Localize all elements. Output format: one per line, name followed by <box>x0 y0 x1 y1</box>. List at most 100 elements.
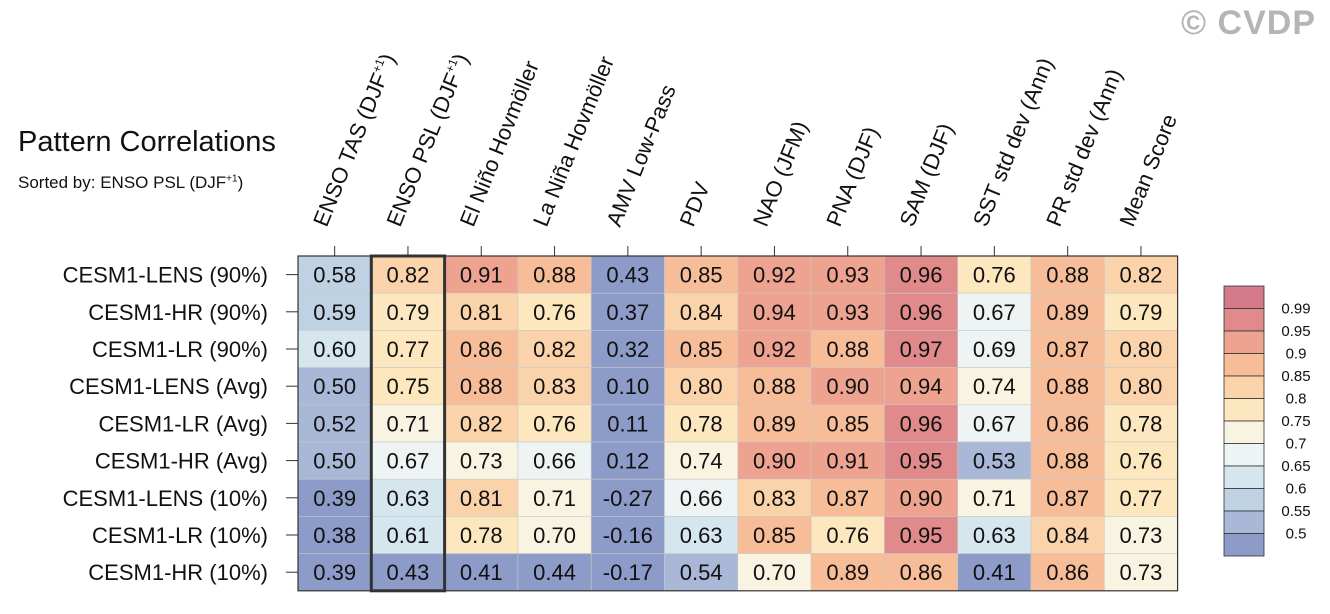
cell-value-label: 0.70 <box>753 560 796 585</box>
heatmap-cell <box>517 255 592 294</box>
heatmap-cell <box>884 516 959 554</box>
column-label: ENSO TAS (DJF+1) <box>308 50 400 230</box>
colorbar-label: 0.95 <box>1281 323 1310 340</box>
cell-value-label: 0.71 <box>973 486 1016 511</box>
heatmap-cell <box>737 292 812 331</box>
column-label-text: SST std dev (Ann) <box>968 54 1058 230</box>
cell-value-label: 0.77 <box>387 337 430 362</box>
cell-value-label: 0.37 <box>606 300 649 325</box>
heatmap-cell <box>297 553 372 592</box>
cell-value-label: 0.79 <box>387 300 430 325</box>
heatmap-cell <box>810 516 885 554</box>
heatmap-cell <box>1104 330 1178 368</box>
heatmap-cell <box>1030 292 1105 331</box>
cell-value-label: 0.86 <box>900 560 943 585</box>
cell-value-label: 0.12 <box>606 449 649 474</box>
heatmap-cell <box>517 404 592 443</box>
column-label-sup: +1 <box>442 56 460 74</box>
cell-value-label: -0.16 <box>603 523 653 548</box>
heatmap-cell <box>1030 367 1105 406</box>
cell-value-label: 0.74 <box>680 449 723 474</box>
cell-value-label: 0.50 <box>313 449 356 474</box>
cell-value-label: 0.71 <box>387 411 430 436</box>
heatmap-cell <box>444 478 519 517</box>
column-label: ENSO PSL (DJF+1) <box>381 50 473 230</box>
heatmap-cell <box>297 330 372 368</box>
heatmap-cell <box>370 404 445 443</box>
cell-value-label: 0.97 <box>900 337 943 362</box>
cell-value-label: 0.50 <box>313 374 356 399</box>
heatmap-cell <box>664 516 739 554</box>
column-label-text: El Niño Hovmöller <box>455 57 544 230</box>
heatmap-cell <box>664 441 739 480</box>
row-label: CESM1-LENS (90%) <box>63 263 268 288</box>
heatmap-cell <box>1104 516 1178 554</box>
cell-value-label: 0.89 <box>826 560 869 585</box>
colorbar-label: 0.85 <box>1281 368 1310 385</box>
cell-value-label: 0.67 <box>973 300 1016 325</box>
cell-value-label: 0.88 <box>826 337 869 362</box>
colorbar-segment <box>1223 398 1265 422</box>
heatmap-cell <box>1104 404 1178 443</box>
column-label-sup: +1 <box>369 56 387 74</box>
heatmap-cell <box>810 255 885 294</box>
cell-value-label: 0.43 <box>387 560 430 585</box>
heatmap-cell <box>1030 553 1105 592</box>
heatmap-cell <box>1030 255 1105 294</box>
cell-value-label: 0.32 <box>606 337 649 362</box>
cell-value-label: 0.82 <box>533 337 576 362</box>
cell-value-label: 0.96 <box>900 300 943 325</box>
cell-value-label: 0.79 <box>1120 300 1163 325</box>
colorbar-segment <box>1223 443 1265 467</box>
heatmap-cell <box>444 516 519 554</box>
cell-value-label: 0.95 <box>900 449 943 474</box>
heatmap-cell <box>884 330 959 368</box>
cell-value-label: 0.74 <box>973 374 1016 399</box>
column-label-text: PR std dev (Ann) <box>1041 65 1127 230</box>
cell-value-label: 0.95 <box>900 523 943 548</box>
column-label: El Niño Hovmöller <box>455 57 544 230</box>
heatmap-cell <box>370 330 445 368</box>
row-label: CESM1-HR (10%) <box>88 560 268 585</box>
column-label-text: AMV Low-Pass <box>601 81 681 230</box>
row-label: CESM1-LENS (Avg) <box>69 374 268 399</box>
column-label-text: SAM (DJF) <box>895 120 959 230</box>
cell-value-label: 0.91 <box>826 449 869 474</box>
colorbar-label: 0.8 <box>1286 391 1307 408</box>
cell-value-label: 0.78 <box>680 411 723 436</box>
cell-value-label: 0.76 <box>826 523 869 548</box>
heatmap-cell <box>370 478 445 517</box>
cell-value-label: 0.73 <box>1120 523 1163 548</box>
heatmap-cell <box>590 255 665 294</box>
cell-value-label: 0.90 <box>900 486 943 511</box>
cell-value-label: 0.85 <box>826 411 869 436</box>
heatmap-cell <box>737 441 812 480</box>
cell-value-label: 0.53 <box>973 449 1016 474</box>
cell-value-label: 0.66 <box>533 449 576 474</box>
cell-value-label: 0.41 <box>460 560 503 585</box>
heatmap-cell <box>517 441 592 480</box>
heatmap-cell <box>370 255 445 294</box>
row-label: CESM1-LR (Avg) <box>98 411 268 436</box>
cell-value-label: 0.41 <box>973 560 1016 585</box>
heatmap-cell <box>444 367 519 406</box>
cell-value-label: 0.89 <box>1046 300 1089 325</box>
cell-value-label: 0.86 <box>1046 411 1089 436</box>
cell-value-label: 0.86 <box>460 337 503 362</box>
heatmap-cell <box>1030 441 1105 480</box>
cell-value-label: 0.96 <box>900 263 943 288</box>
heatmap-cell <box>884 441 959 480</box>
cell-value-label: 0.85 <box>680 263 723 288</box>
cell-value-label: 0.39 <box>313 486 356 511</box>
column-label: Mean Score <box>1114 111 1182 230</box>
cell-value-label: 0.71 <box>533 486 576 511</box>
cell-value-label: 0.82 <box>1120 263 1163 288</box>
heatmap-cell <box>297 441 372 480</box>
cell-value-label: 0.93 <box>826 300 869 325</box>
cell-value-label: 0.78 <box>460 523 503 548</box>
heatmap-cell <box>957 441 1032 480</box>
cell-value-label: 0.76 <box>533 300 576 325</box>
heatmap-cell <box>664 292 739 331</box>
heatmap-cell <box>1030 516 1105 554</box>
